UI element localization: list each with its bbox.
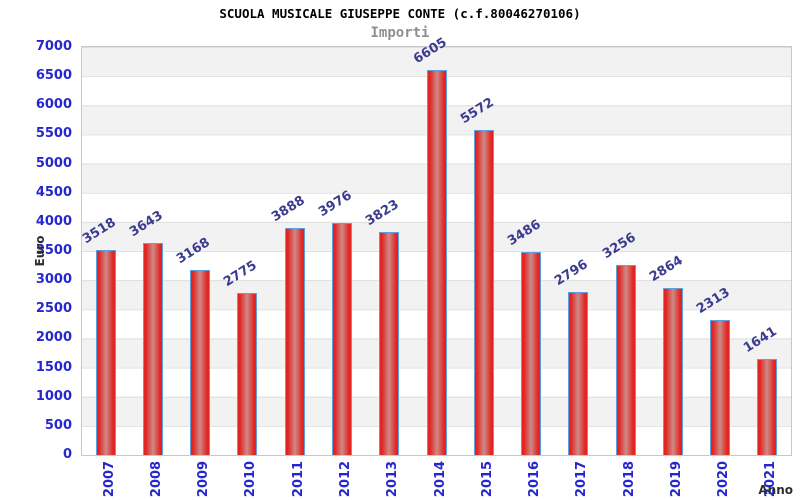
bar-value-label: 2313: [694, 285, 733, 318]
bar-2015: [473, 130, 494, 455]
y-tick-label: 2500: [35, 301, 72, 317]
bar-2011: [284, 228, 305, 455]
x-tick-label-2010: 2010: [243, 460, 259, 498]
x-tick-label-2017: 2017: [574, 460, 590, 498]
bar-value-label: 1641: [741, 324, 781, 357]
bar-2012: [331, 223, 352, 455]
bar-value-label: 3823: [363, 197, 402, 230]
bar-2019: [662, 288, 683, 455]
bar-value-label: 3486: [505, 216, 544, 249]
bar-2014: [426, 70, 447, 455]
y-tick-label: 2000: [35, 330, 72, 346]
y-tick-label: 1500: [35, 359, 72, 375]
x-tick-label-2011: 2011: [290, 460, 306, 498]
bar-2020: [710, 320, 731, 455]
x-tick-label-2014: 2014: [432, 460, 448, 498]
bar-value-label: 3168: [174, 235, 213, 268]
chart-subtitle: Importi: [370, 25, 430, 41]
y-tick-label: 0: [62, 447, 72, 462]
bar-2021: [757, 359, 778, 455]
y-tick-label: 7000: [35, 39, 72, 54]
y-tick-label: 5500: [35, 126, 72, 142]
x-tick-label-2008: 2008: [148, 460, 164, 498]
x-tick-label-2018: 2018: [621, 460, 637, 498]
bar-2009: [190, 270, 211, 455]
x-tick-label-2012: 2012: [337, 460, 353, 498]
bar-2017: [568, 292, 589, 455]
x-tick-label-2016: 2016: [527, 460, 543, 498]
x-tick-label-2013: 2013: [385, 460, 401, 498]
bar-value-label: 2775: [221, 258, 261, 291]
bar-value-label: 3976: [316, 188, 355, 221]
bar-value-label: 2864: [646, 253, 686, 286]
bar-2016: [521, 251, 542, 455]
x-tick-label-2009: 2009: [196, 460, 212, 498]
bar-2013: [379, 232, 400, 455]
bar-value-label: 5572: [457, 95, 497, 128]
bar-value-label: 3888: [268, 193, 308, 226]
chart-title: SCUOLA MUSICALE GIUSEPPE CONTE (c.f.8004…: [219, 6, 581, 21]
y-tick-label: 6500: [35, 68, 72, 84]
y-tick-label: 500: [44, 417, 72, 433]
y-tick-label: 4000: [35, 213, 72, 229]
x-tick-label-2015: 2015: [479, 460, 495, 498]
y-tick-label: 5000: [35, 155, 72, 171]
bar-2008: [142, 242, 163, 455]
x-axis-title: Anno: [758, 483, 793, 497]
y-axis-title: Euro: [33, 235, 47, 267]
bar-value-label: 3518: [79, 215, 119, 247]
y-tick-label: 4500: [35, 184, 72, 200]
plot-area: 3518 3643 3168 2775 3888 3976 3823 6605 5572 3486…: [79, 35, 791, 455]
x-tick-label-2007: 2007: [101, 460, 117, 498]
bar-2007: [95, 249, 116, 455]
y-tick-label: 3000: [35, 272, 72, 288]
y-tick-label: 1000: [35, 388, 72, 404]
bar-value-label: 2796: [552, 257, 591, 290]
bar-2018: [615, 265, 636, 455]
x-tick-label-2019: 2019: [668, 460, 684, 498]
y-tick-label: 6000: [35, 97, 72, 113]
bar-2010: [237, 293, 258, 455]
bar-value-label: 3256: [599, 230, 639, 263]
bar-value-label: 3643: [126, 207, 166, 240]
y-tick-label: 3500: [35, 243, 72, 258]
x-tick-label-2020: 2020: [716, 460, 732, 498]
